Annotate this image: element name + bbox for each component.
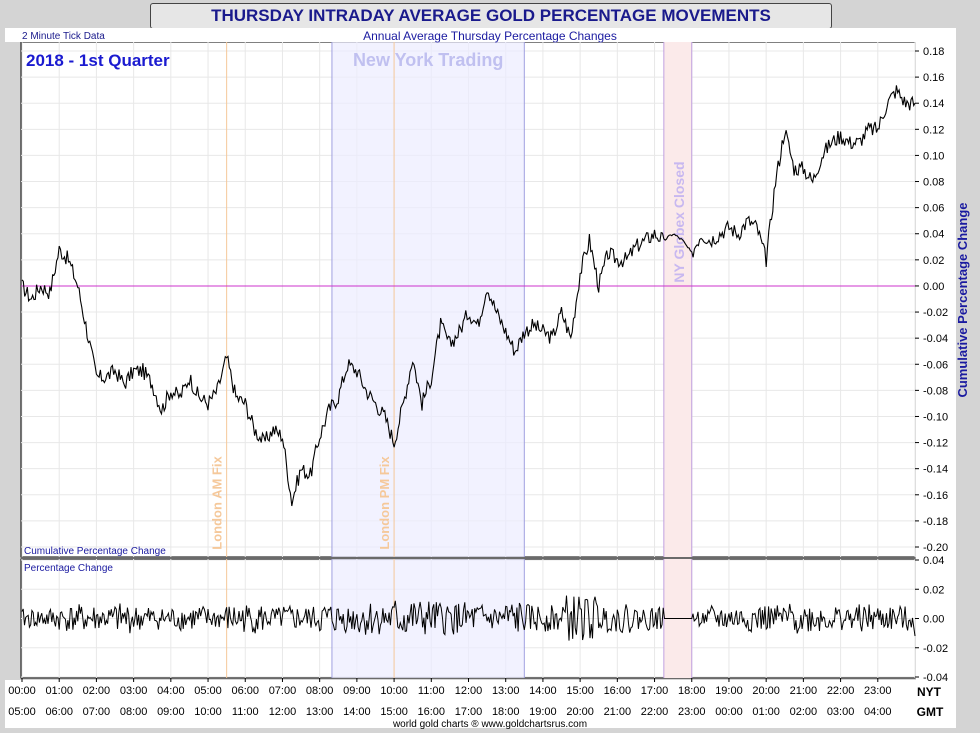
nyt-tick-label: 01:00 [45, 685, 73, 697]
y-tick-label: -0.12 [923, 438, 948, 450]
nyt-tick-label: 11:00 [418, 685, 445, 697]
y-tick-label: 0.12 [923, 124, 944, 136]
footer-credit: world gold charts ® www.goldchartsrus.co… [392, 719, 587, 730]
gmt-tick-label: 12:00 [269, 706, 297, 718]
gmt-tick-label: 15:00 [380, 706, 408, 718]
nyt-tick-label: 23:00 [864, 685, 892, 697]
y-tick-label: 0.08 [923, 177, 944, 189]
y-tick-label: 0.00 [923, 614, 944, 626]
gmt-tick-label: 22:00 [641, 706, 669, 718]
globex-closed-label: NY Globex Closed [671, 161, 687, 282]
nyt-axis-label: NYT [917, 685, 942, 699]
gmt-tick-label: 10:00 [194, 706, 222, 718]
nyt-tick-label: 02:00 [83, 685, 111, 697]
nyt-tick-label: 14:00 [529, 685, 557, 697]
gmt-tick-label: 16:00 [418, 706, 446, 718]
gmt-tick-label: 02:00 [790, 706, 818, 718]
gmt-tick-label: 14:00 [343, 706, 371, 718]
nyt-tick-label: 10:00 [380, 685, 408, 697]
gmt-tick-label: 19:00 [529, 706, 557, 718]
y-tick-label: -0.18 [923, 516, 948, 528]
y-tick-label: -0.04 [923, 333, 948, 345]
y-tick-label: -0.16 [923, 490, 948, 502]
nyt-tick-label: 12:00 [455, 685, 483, 697]
nyt-tick-label: 07:00 [269, 685, 297, 697]
x-axis-area [5, 680, 956, 728]
y-tick-label: 0.02 [923, 255, 944, 267]
y-tick-label: 0.04 [923, 229, 944, 241]
lower-panel-label: Percentage Change [24, 563, 113, 574]
nyt-tick-label: 17:00 [641, 685, 669, 697]
nyt-tick-label: 15:00 [566, 685, 594, 697]
ny-trading-label: New York Trading [353, 50, 503, 70]
london-am-fix-label: London AM Fix [210, 456, 225, 550]
gmt-tick-label: 00:00 [715, 706, 743, 718]
nyt-tick-label: 18:00 [678, 685, 706, 697]
right-axis-area [916, 40, 956, 680]
y-tick-label: 0.06 [923, 203, 944, 215]
gmt-tick-label: 23:00 [678, 706, 706, 718]
nyt-tick-label: 16:00 [604, 685, 632, 697]
gmt-tick-label: 18:00 [492, 706, 520, 718]
chart-title: THURSDAY INTRADAY AVERAGE GOLD PERCENTAG… [150, 3, 832, 29]
gmt-axis-label: GMT [917, 705, 944, 719]
subtitle-area [5, 28, 956, 42]
gmt-tick-label: 07:00 [83, 706, 111, 718]
gmt-tick-label: 09:00 [157, 706, 185, 718]
y-tick-label: -0.02 [923, 307, 948, 319]
y-tick-label: -0.02 [923, 643, 948, 655]
nyt-tick-label: 21:00 [790, 685, 818, 697]
nyt-tick-label: 13:00 [492, 685, 520, 697]
percentage-change-series-line [21, 595, 916, 641]
y-tick-label: -0.14 [923, 464, 948, 476]
nyt-tick-label: 20:00 [752, 685, 780, 697]
nyt-tick-label: 08:00 [306, 685, 334, 697]
y-tick-label: -0.10 [923, 411, 948, 423]
y-tick-label: 0.10 [923, 150, 944, 162]
nyt-tick-label: 04:00 [157, 685, 185, 697]
y-tick-label: 0.00 [923, 281, 944, 293]
nyt-tick-label: 05:00 [194, 685, 222, 697]
gmt-tick-label: 01:00 [752, 706, 780, 718]
nyt-tick-label: 19:00 [715, 685, 743, 697]
gmt-tick-label: 17:00 [455, 706, 483, 718]
nyt-tick-label: 00:00 [8, 685, 36, 697]
upper-panel-label: Cumulative Percentage Change [24, 546, 166, 557]
nyt-tick-label: 22:00 [827, 685, 855, 697]
tick-data-note: 2 Minute Tick Data [22, 31, 105, 42]
gmt-tick-label: 11:00 [232, 706, 259, 718]
gmt-tick-label: 03:00 [827, 706, 855, 718]
london-pm-fix-label: London PM Fix [377, 456, 392, 550]
gmt-tick-label: 05:00 [8, 706, 36, 718]
nyt-tick-label: 06:00 [231, 685, 259, 697]
y-tick-label: -0.08 [923, 385, 948, 397]
nyt-tick-label: 03:00 [120, 685, 148, 697]
y-axis-title: Cumulative Percentage Change [955, 202, 970, 397]
y-tick-label: -0.06 [923, 359, 948, 371]
chart-subtitle: Annual Average Thursday Percentage Chang… [363, 29, 617, 43]
y-tick-label: -0.20 [923, 542, 948, 554]
gmt-tick-label: 21:00 [604, 706, 632, 718]
gmt-tick-label: 20:00 [566, 706, 594, 718]
y-tick-label: 0.18 [923, 46, 944, 58]
y-tick-label: 0.14 [923, 98, 944, 110]
y-tick-label: -0.04 [923, 672, 948, 684]
cumulative-series-line [21, 85, 916, 507]
y-tick-label: 0.16 [923, 72, 944, 84]
gmt-tick-label: 06:00 [45, 706, 73, 718]
ny-trading-band [331, 42, 525, 557]
y-tick-label: 0.02 [923, 584, 944, 596]
y-tick-label: 0.04 [923, 555, 944, 567]
gmt-tick-label: 04:00 [864, 706, 892, 718]
nyt-tick-label: 09:00 [343, 685, 371, 697]
period-label: 2018 - 1st Quarter [26, 51, 170, 70]
gmt-tick-label: 08:00 [120, 706, 148, 718]
gmt-tick-label: 13:00 [306, 706, 334, 718]
globex-closed-band [663, 42, 692, 557]
